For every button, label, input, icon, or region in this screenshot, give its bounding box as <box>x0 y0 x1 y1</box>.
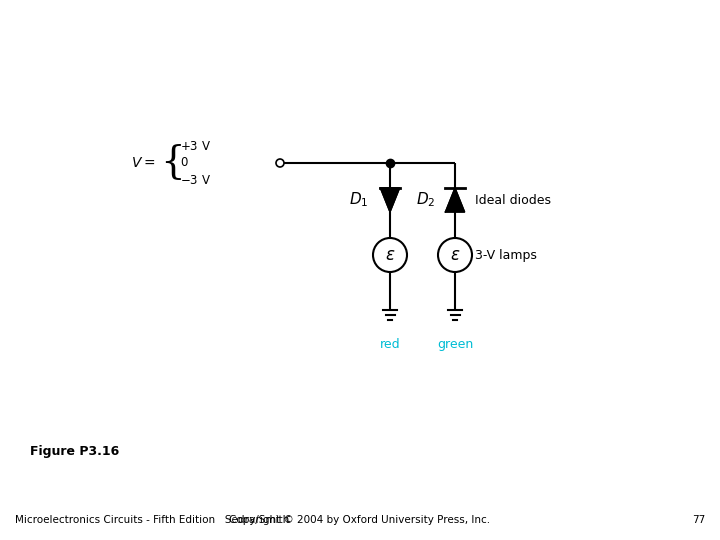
Text: Ideal diodes: Ideal diodes <box>475 193 551 206</box>
Text: ε: ε <box>385 246 395 264</box>
Text: Figure P3.16: Figure P3.16 <box>30 445 120 458</box>
Text: ε: ε <box>451 246 459 264</box>
Text: Microelectronics Circuits - Fifth Edition   Sedra/Smith: Microelectronics Circuits - Fifth Editio… <box>15 515 289 525</box>
Text: $D_2$: $D_2$ <box>415 191 435 210</box>
Text: green: green <box>437 338 473 351</box>
Text: $-3\ \mathrm{V}$: $-3\ \mathrm{V}$ <box>180 173 211 186</box>
Text: 3-V lamps: 3-V lamps <box>475 248 537 261</box>
Polygon shape <box>446 188 464 212</box>
Text: $D_1$: $D_1$ <box>348 191 368 210</box>
Text: 77: 77 <box>692 515 705 525</box>
Text: {: { <box>160 145 185 181</box>
Text: $+3\ \mathrm{V}$: $+3\ \mathrm{V}$ <box>180 139 211 152</box>
Circle shape <box>276 159 284 167</box>
Text: $0$: $0$ <box>180 157 189 170</box>
Text: $V =$: $V =$ <box>131 156 155 170</box>
Polygon shape <box>380 188 400 212</box>
Text: red: red <box>379 338 400 351</box>
Text: Copyright © 2004 by Oxford University Press, Inc.: Copyright © 2004 by Oxford University Pr… <box>230 515 490 525</box>
